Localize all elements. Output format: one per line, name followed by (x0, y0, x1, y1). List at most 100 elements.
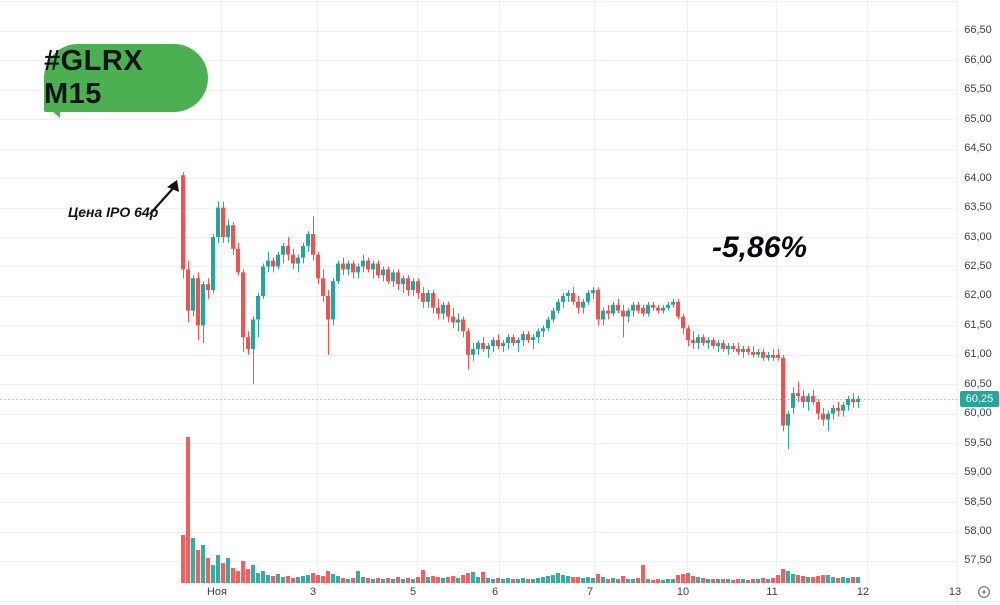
volume-bar (461, 575, 465, 583)
candle (306, 234, 310, 246)
candle (291, 254, 295, 264)
volume-bar (456, 578, 460, 583)
candle (571, 292, 575, 302)
ipo-annotation-arrow-icon (149, 180, 179, 215)
crosshair-target-icon[interactable] (976, 584, 992, 600)
volume-bar (641, 565, 645, 583)
candle (756, 351, 760, 355)
volume-bar (631, 579, 635, 583)
volume-bar (416, 577, 420, 583)
volume-bar (301, 576, 305, 583)
volume-bar (591, 578, 595, 583)
candle (266, 260, 270, 267)
volume-bar (581, 578, 585, 583)
price-tick-label: 57,50 (964, 554, 992, 567)
volume-bar (211, 565, 215, 583)
price-axis[interactable]: 66,50 66,00 65,50 65,00 64,50 64,00 63,50 63,00… (957, 0, 1000, 605)
price-tick-label: 59,00 (964, 466, 992, 479)
time-axis[interactable]: Ноя 3 5 6 7 10 11 12 13 (0, 583, 1000, 605)
price-tick-label: 62,50 (964, 259, 992, 272)
volume-bar (381, 579, 385, 583)
volume-bar (351, 578, 355, 583)
volume-bar (571, 577, 575, 583)
candle (721, 343, 725, 349)
price-tick-label: 64,50 (964, 142, 992, 155)
volume-bar (786, 571, 790, 583)
candle (356, 266, 360, 273)
candle (566, 292, 570, 296)
candle (696, 337, 700, 344)
volume-bar (816, 576, 820, 583)
candle (821, 413, 825, 420)
volume-bar (331, 574, 335, 583)
candle (241, 272, 245, 338)
candle (761, 351, 765, 358)
candle (541, 328, 545, 332)
volume-bar (516, 579, 520, 583)
volume-bar (801, 576, 805, 583)
candle (346, 263, 350, 270)
symbol-timeframe-badge[interactable]: #GLRX M15 (44, 44, 208, 118)
volume-bar (741, 579, 745, 583)
candle (791, 393, 795, 408)
candle (556, 301, 560, 311)
candle (741, 348, 745, 352)
candle (716, 343, 720, 346)
volume-bar (316, 575, 320, 583)
price-tick-label: 60,00 (964, 407, 992, 420)
volume-bar (761, 578, 765, 583)
volume-bar (526, 579, 530, 583)
price-tick-label: 62,00 (964, 289, 992, 302)
volume-bar (471, 572, 475, 583)
candle (446, 304, 450, 317)
candle (531, 337, 535, 341)
candle (351, 263, 355, 273)
candle (726, 345, 730, 349)
candle (711, 340, 715, 346)
candle (536, 331, 540, 338)
volume-bar (731, 580, 735, 583)
volume-bar (306, 575, 310, 583)
volume-bar (716, 579, 720, 583)
volume-bar (636, 578, 640, 583)
volume-bar (451, 576, 455, 583)
volume-bar (626, 579, 630, 583)
candle (441, 304, 445, 314)
ipo-price-annotation[interactable]: Цена IPO 64р (68, 204, 158, 220)
candle (501, 343, 505, 346)
volume-bar (466, 573, 470, 583)
volume-bar (426, 577, 430, 583)
candle (326, 295, 330, 320)
volume-bar (186, 437, 190, 583)
candle (331, 281, 335, 320)
volume-bar (756, 579, 760, 583)
bottom-edge-divider (0, 601, 1000, 602)
volume-bar (616, 579, 620, 583)
candle (771, 354, 775, 358)
volume-bar (771, 578, 775, 583)
volume-bar (676, 575, 680, 583)
candle (661, 307, 665, 311)
candle (406, 278, 410, 291)
price-tick-label: 66,00 (964, 53, 992, 66)
candle (396, 272, 400, 285)
volume-bar (746, 580, 750, 583)
volume-bar (346, 579, 350, 583)
volume-bar (596, 574, 600, 583)
volume-bar (496, 578, 500, 583)
volume-bar (781, 569, 785, 583)
candle (691, 340, 695, 344)
candle (426, 292, 430, 302)
symbol-timeframe-label: #GLRX M15 (44, 45, 144, 110)
volume-bar (666, 579, 670, 583)
volume-bar (851, 577, 855, 583)
candle (856, 399, 860, 402)
candle (191, 278, 195, 311)
volume-bar (711, 579, 715, 583)
percent-change-label[interactable]: -5,86% (712, 231, 807, 265)
candle (431, 292, 435, 308)
candle (686, 328, 690, 341)
time-tick-label: Ноя (206, 586, 228, 598)
candle (476, 343, 480, 349)
